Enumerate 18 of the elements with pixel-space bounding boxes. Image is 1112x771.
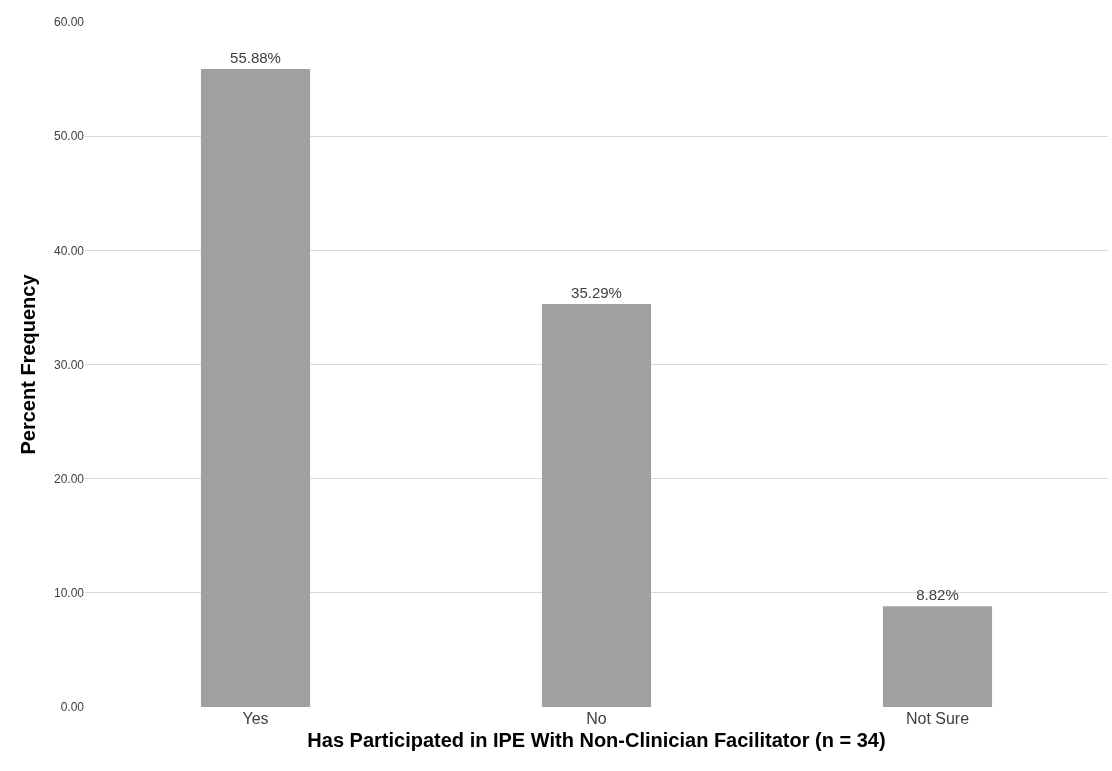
y-tick-label: 10.00 [53,586,85,601]
bar [200,69,311,707]
y-tick-label: 40.00 [53,243,85,258]
y-axis-title: Percent Frequency [17,273,40,455]
x-tick-label: No [586,710,607,727]
y-tick-label: 60.00 [53,15,85,30]
bar [541,304,652,707]
data-label: 35.29% [571,284,622,302]
data-label: 8.82% [916,586,959,604]
data-label: 55.88% [230,49,281,67]
y-tick-label: 20.00 [53,471,85,486]
x-axis-title: Has Participated in IPE With Non-Clinician Facilitator (n = 34) [307,728,886,751]
y-tick-label: 30.00 [53,357,85,372]
x-tick-label: Yes [242,710,269,727]
y-tick-label: 50.00 [53,129,85,144]
y-tick-label: 0.00 [60,700,85,715]
x-tick-label: Not Sure [905,710,970,727]
bar [882,606,993,707]
